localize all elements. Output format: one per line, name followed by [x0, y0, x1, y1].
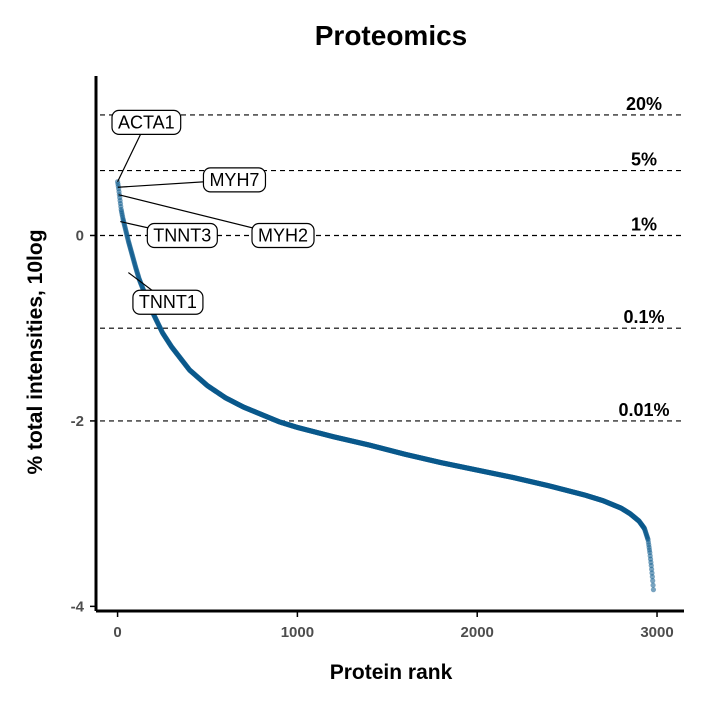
- x-tick-label: 2000: [461, 624, 494, 641]
- gene-label-text: TNNT1: [139, 292, 197, 312]
- gene-label-box: [111, 109, 182, 135]
- reference-line-label: 20%: [626, 94, 662, 114]
- gene-label-box: [202, 167, 267, 193]
- reference-line-label: 0.01%: [618, 400, 669, 420]
- gene-label: MYH2: [251, 222, 315, 249]
- data-point: [650, 587, 657, 593]
- gene-label: TNNT1: [132, 289, 204, 315]
- chart-title: Proteomics: [315, 20, 468, 51]
- x-tick-label: 3000: [640, 624, 673, 641]
- data-point: [650, 578, 656, 584]
- gene-label-text: MYH2: [258, 225, 308, 245]
- gene-label-box: [132, 289, 204, 315]
- y-axis-title: % total intensities, 10log: [24, 229, 47, 474]
- gene-label: ACTA1: [111, 109, 182, 135]
- y-tick-label: -2: [71, 413, 84, 430]
- x-axis-title: Protein rank: [330, 661, 453, 684]
- reference-line-label: 1%: [631, 214, 657, 234]
- reference-line-label: 5%: [631, 150, 657, 170]
- axes: 0 1000 2000 3000 0 -2 -4: [71, 76, 684, 641]
- gene-label-box: [251, 222, 315, 249]
- x-tick-label: 0: [113, 624, 121, 641]
- y-tick-label: -4: [71, 598, 85, 615]
- gene-label: TNNT3: [146, 222, 218, 249]
- x-tick-label: 1000: [281, 624, 314, 641]
- gene-labels: ACTA1 MYH7 MYH2 TNNT3 TNNT1: [111, 109, 315, 315]
- reference-line-label: 0.1%: [623, 307, 664, 327]
- gene-label-text: MYH7: [209, 170, 259, 190]
- data-point: [650, 582, 656, 588]
- data-point: [649, 574, 655, 580]
- reference-lines: 20% 5% 1% 0.1% 0.01%: [100, 94, 682, 422]
- gene-label-text: TNNT3: [153, 225, 211, 245]
- gene-label: MYH7: [202, 167, 267, 193]
- y-tick-label: 0: [76, 227, 84, 244]
- gene-label-box: [146, 222, 218, 249]
- gene-label-text: ACTA1: [118, 112, 175, 132]
